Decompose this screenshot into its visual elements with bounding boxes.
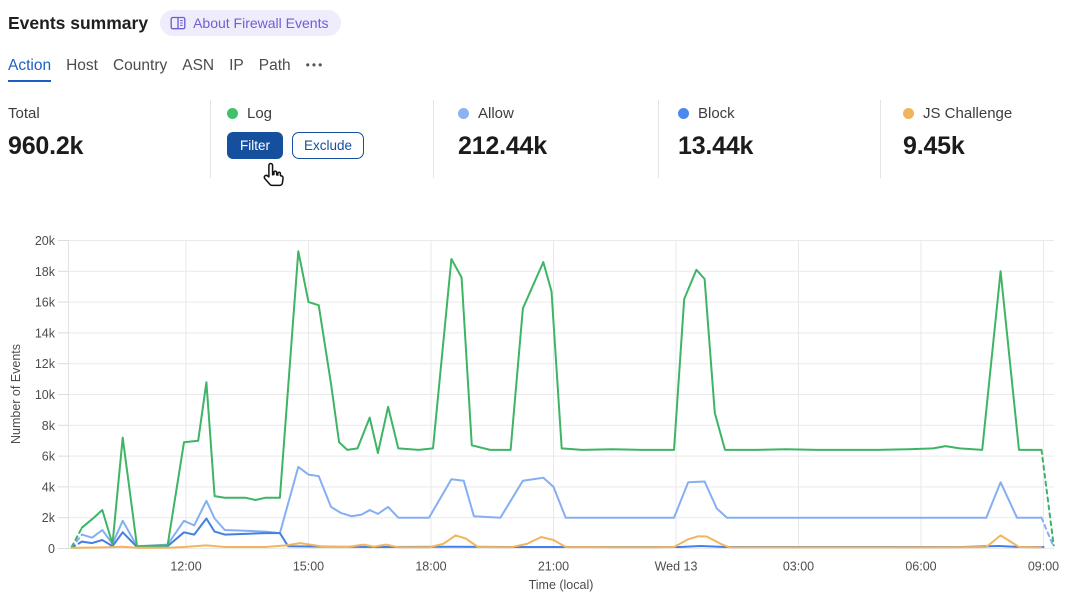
log-legend-dot [227,107,238,119]
ellipsis-icon: ••• [305,58,325,72]
y-tick-label: 12k [35,357,56,371]
stat-log[interactable]: Log Filter Exclude [227,103,365,159]
block-legend-dot [678,107,689,119]
x-axis-title: Time (local) [529,578,594,592]
js-challenge-legend-dot [903,107,914,119]
events-over-time-chart: 0 2k 4k 6k 8k 10k 12k 14k 16k 18k 20k 12:00 15:00 18:… [9,234,1059,592]
series-line-block [80,517,1045,548]
stat-block[interactable]: Block 13.44k [678,103,753,161]
x-tick-label: Wed 13 [655,560,698,574]
stat-allow-label: Allow [478,104,514,122]
stat-allow-value: 212.44k [458,132,547,160]
x-tick-label: 06:00 [905,560,936,574]
y-tick-label: 8k [42,419,56,433]
y-tick-label: 10k [35,388,56,402]
stat-divider [433,100,434,178]
series-dash-start-log [70,526,83,548]
hand-pointer-cursor [260,160,288,195]
y-tick-label: 0 [48,542,55,556]
tab-asn[interactable]: ASN [182,57,215,74]
header: Events summary About Firewall Events [8,10,342,36]
stat-total: Total 960.2k [8,103,83,161]
tab-action[interactable]: Action [8,57,52,82]
x-tick-label: 09:00 [1028,560,1059,574]
stat-js-challenge-label: JS Challenge [923,104,1013,122]
series-line-js_challenge [70,534,1043,549]
about-link-label: About Firewall Events [193,15,329,31]
tab-country[interactable]: Country [112,57,168,74]
active-tab-underline [8,79,52,82]
about-firewall-events-link[interactable]: About Firewall Events [160,10,342,36]
tab-host[interactable]: Host [66,57,98,74]
stat-divider [210,100,211,178]
x-tick-label: 12:00 [170,560,201,574]
stat-block-label: Block [698,104,735,122]
stat-total-label: Total [8,104,40,122]
y-tick-label: 20k [35,234,56,248]
stat-divider [658,100,659,178]
exclude-button[interactable]: Exclude [292,132,365,159]
y-tick-label: 4k [42,480,56,494]
tab-ip[interactable]: IP [229,57,244,74]
y-tick-label: 2k [42,511,56,525]
stat-js-challenge-value: 9.45k [903,132,965,160]
tabs-overflow-button[interactable]: ••• [306,58,325,82]
y-axis-title: Number of Events [9,344,23,444]
y-tick-label: 6k [42,450,56,464]
stat-block-value: 13.44k [678,132,754,160]
x-tick-label: 18:00 [415,560,446,574]
stat-divider [880,100,881,178]
x-tick-label: 15:00 [293,560,324,574]
page-title: Events summary [8,12,149,33]
series-dash-end-log [1040,448,1055,547]
series-line-allow [80,465,1043,548]
x-tick-label: 03:00 [783,560,814,574]
allow-legend-dot [458,107,469,119]
y-tick-label: 18k [35,265,56,279]
series-line-log [80,250,1043,548]
series-dash-start-block [70,540,83,549]
tab-path[interactable]: Path [258,57,291,74]
stat-total-value: 960.2k [8,132,84,160]
filter-button[interactable]: Filter [227,132,283,159]
x-tick-label: 21:00 [538,560,569,574]
stat-js-challenge[interactable]: JS Challenge 9.45k [903,103,1012,161]
y-tick-label: 16k [35,296,56,310]
series-dash-end-allow [1040,516,1055,548]
y-tick-label: 14k [35,326,56,340]
stat-allow[interactable]: Allow 212.44k [458,103,547,161]
dimension-tabs: Action Host Country ASN IP Path ••• [8,57,324,82]
stat-log-label: Log [247,104,273,122]
open-book-icon [170,16,186,29]
